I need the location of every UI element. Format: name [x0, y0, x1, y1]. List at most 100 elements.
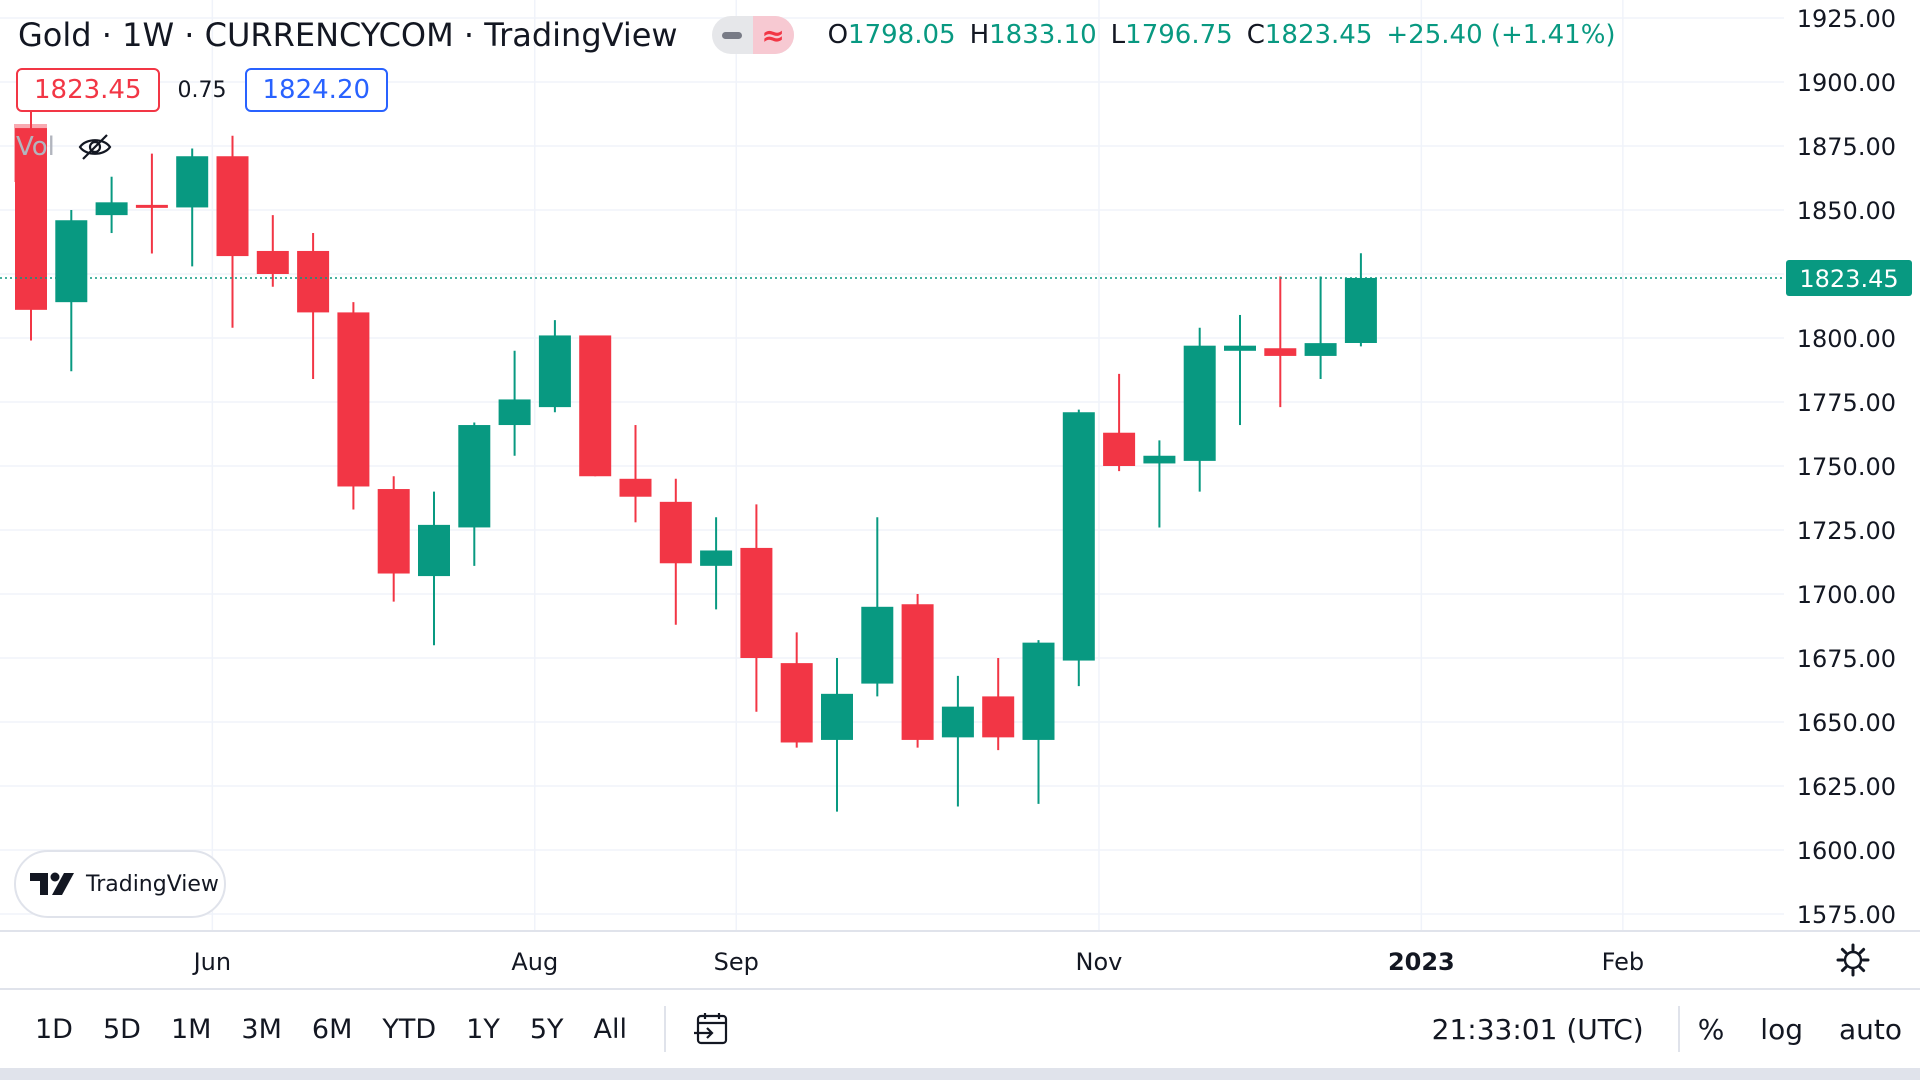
candle-body	[740, 547, 773, 658]
price-axis[interactable]: 1575.00 1600.00 1625.00 1650.00 1675.00 1700.…	[1797, 5, 1896, 929]
candle	[619, 425, 652, 523]
range-buttons: 1D 5D 1M 3M 6M YTD 1Y 5Y All	[0, 1005, 642, 1053]
range-1y-button[interactable]: 1Y	[466, 1013, 500, 1045]
candle-body	[337, 312, 370, 487]
candle-body	[659, 501, 692, 564]
candle	[176, 148, 209, 267]
y-tick-label: 1775.00	[1797, 389, 1896, 417]
y-tick-label: 1800.00	[1797, 325, 1896, 353]
grid	[0, 0, 1920, 990]
close-key: C	[1246, 20, 1265, 50]
buy-button[interactable]: 1824.20	[244, 68, 389, 112]
change-value: +25.40 (+1.41%)	[1386, 20, 1616, 50]
candle	[1022, 640, 1055, 804]
eye-crossed-icon[interactable]	[77, 132, 113, 162]
candle-body	[941, 706, 974, 738]
candle-body	[821, 693, 853, 740]
y-tick-label: 1850.00	[1797, 197, 1896, 225]
utc-clock[interactable]: 21:33:01 (UTC)	[1431, 1012, 1644, 1046]
y-tick-label: 1750.00	[1797, 453, 1896, 481]
candle-body	[1103, 432, 1136, 466]
settings-gear-icon[interactable]	[1836, 943, 1870, 977]
toolbar-divider	[664, 1006, 666, 1052]
last-price-label: 1823.45	[1799, 265, 1898, 293]
range-5y-button[interactable]: 5Y	[529, 1013, 564, 1045]
symbol-title[interactable]: Gold · 1W · CURRENCYCOM · TradingView	[18, 16, 678, 54]
x-tick-label: 2023	[1388, 948, 1455, 976]
candle-body	[1224, 345, 1256, 351]
percent-scale-button[interactable]: %	[1697, 1012, 1725, 1046]
close-value: 1823.45	[1264, 20, 1373, 50]
candle	[377, 476, 410, 602]
candle	[941, 675, 974, 807]
x-tick-label: Jun	[192, 948, 232, 976]
open-value: 1798.05	[848, 20, 956, 50]
y-tick-label: 1725.00	[1797, 517, 1896, 545]
bottom-strip	[0, 1068, 1920, 1080]
range-6m-button[interactable]: 6M	[311, 1013, 353, 1045]
candle-body	[619, 478, 652, 497]
candle-body	[15, 128, 47, 310]
candle-body	[1304, 343, 1337, 356]
candle	[1264, 276, 1297, 408]
candle	[297, 233, 330, 379]
sell-button[interactable]: 1823.45	[16, 68, 160, 112]
visibility-toggle[interactable]: ≈	[711, 16, 794, 54]
candle-body	[1143, 455, 1176, 464]
candle	[337, 302, 370, 510]
candle	[982, 658, 1015, 751]
candle-body	[256, 250, 289, 274]
x-tick-label: Feb	[1602, 948, 1645, 976]
candle	[216, 135, 249, 328]
candle	[538, 320, 571, 413]
candle	[1103, 373, 1136, 472]
auto-scale-button[interactable]: auto	[1838, 1012, 1902, 1046]
candle-body	[1183, 345, 1216, 461]
candle	[15, 107, 47, 341]
log-scale-button[interactable]: log	[1760, 1012, 1803, 1046]
candle	[579, 335, 612, 477]
candle	[55, 210, 88, 372]
candle	[740, 504, 773, 712]
range-3m-button[interactable]: 3M	[241, 1013, 282, 1045]
ohlc-values: O1798.05 H1833.10 L1796.75 C1823.45 +25.…	[828, 20, 1616, 50]
y-tick-label: 1575.00	[1797, 901, 1896, 929]
candle	[1062, 409, 1095, 687]
range-1d-button[interactable]: 1D	[35, 1013, 73, 1045]
candle-body	[95, 202, 128, 216]
candle-body	[135, 204, 168, 208]
candle-body	[861, 606, 894, 684]
volume-label[interactable]: Vol	[16, 132, 55, 162]
x-tick-label: Aug	[511, 948, 558, 976]
legend-header: Gold · 1W · CURRENCYCOM · TradingView ≈ …	[18, 12, 1616, 58]
candle	[1344, 253, 1377, 347]
bars-style-icon[interactable]	[712, 16, 753, 54]
candle	[1183, 327, 1216, 492]
tradingview-logo[interactable]: TradingView	[14, 850, 226, 918]
low-key: L	[1110, 20, 1126, 50]
candle	[418, 491, 450, 646]
time-axis[interactable]: Jun Aug Sep Nov 2023 Feb	[192, 948, 1645, 976]
range-ytd-button[interactable]: YTD	[382, 1013, 437, 1045]
candle	[1143, 440, 1176, 528]
quote-row: 1823.45 0.75 1824.20	[16, 68, 389, 112]
candle-body	[579, 335, 612, 477]
candle	[256, 215, 289, 287]
candle-body	[1062, 412, 1095, 661]
approx-icon[interactable]: ≈	[752, 16, 794, 54]
candle	[821, 658, 853, 812]
y-tick-label: 1600.00	[1797, 837, 1896, 865]
candle-body	[176, 156, 209, 208]
range-all-button[interactable]: All	[593, 1013, 627, 1045]
candle-body	[55, 220, 88, 303]
tradingview-logo-icon	[30, 872, 74, 895]
candle-body	[498, 399, 531, 426]
candle	[135, 153, 168, 254]
go-to-date-icon[interactable]	[692, 1011, 732, 1047]
high-key: H	[969, 20, 990, 50]
range-1m-button[interactable]: 1M	[170, 1013, 212, 1045]
candle	[780, 632, 813, 748]
candle-body	[418, 524, 450, 577]
candlestick-chart[interactable]: 1575.00 1600.00 1625.00 1650.00 1675.00 1700.…	[0, 0, 1920, 990]
range-5d-button[interactable]: 5D	[102, 1013, 141, 1045]
